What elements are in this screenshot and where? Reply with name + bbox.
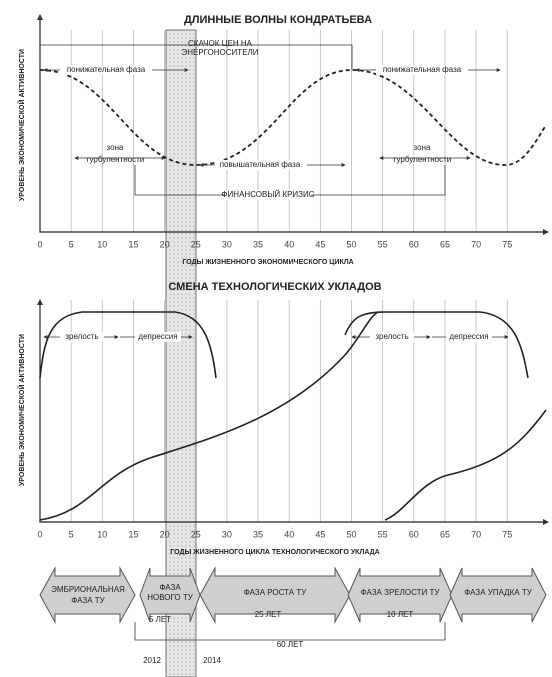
x-tick-label: 65 (440, 239, 450, 249)
y-axis-label: УРОВЕНЬ ЭКОНОМИЧЕСКОЙ АКТИВНОСТИ (17, 49, 26, 201)
x-tick-label: 70 (471, 529, 481, 539)
label: ФАЗА (159, 583, 181, 592)
y-axis-label: УРОВЕНЬ ЭКОНОМИЧЕСКОЙ АКТИВНОСТИ (17, 334, 26, 486)
label: понижательная фаза (383, 65, 462, 74)
label: турбулентности (86, 155, 145, 164)
x-tick-label: 25 (191, 239, 201, 249)
phase-arrow (39, 566, 136, 624)
x-tick-label: 25 (191, 529, 201, 539)
label: ФАЗА УПАДКА ТУ (464, 588, 533, 597)
x-tick-label: 75 (502, 529, 512, 539)
label: 5 ЛЕТ (149, 615, 171, 624)
x-tick-label: 15 (128, 529, 138, 539)
x-tick-label: 40 (284, 529, 294, 539)
x-tick-label: 15 (128, 239, 138, 249)
x-tick-label: 55 (378, 529, 388, 539)
x-tick-label: 5 (69, 529, 74, 539)
label: 10 ЛЕТ (387, 610, 414, 619)
x-tick-label: 10 (97, 529, 107, 539)
x-tick-label: 50 (346, 529, 356, 539)
label: понижательная фаза (67, 65, 146, 74)
label: 60 ЛЕТ (277, 640, 304, 649)
top-title: ДЛИННЫЕ ВОЛНЫ КОНДРАТЬЕВА (184, 14, 372, 26)
x-tick-label: 60 (409, 239, 419, 249)
kondratiev-wave (39, 69, 547, 166)
label: турбулентности (393, 155, 452, 164)
label: ФАЗА ЗРЕЛОСТИ ТУ (361, 588, 441, 597)
x-tick-label: 40 (284, 239, 294, 249)
x-tick-label: 30 (222, 529, 232, 539)
x-tick-label: 55 (378, 239, 388, 249)
bottom-title: СМЕНА ТЕХНОЛОГИЧЕСКИХ УКЛАДОВ (168, 281, 381, 293)
phase-arrow (449, 567, 547, 623)
x-tick-label: 35 (253, 239, 263, 249)
x-tick-label: 0 (37, 239, 42, 249)
label: 2012 (143, 656, 161, 665)
label: ЭНЕРГОНОСИТЕЛИ (181, 48, 258, 57)
x-tick-label: 60 (409, 529, 419, 539)
label: НОВОГО ТУ (147, 593, 194, 602)
label: повышательная фаза (220, 160, 301, 169)
x-tick-label: 30 (222, 239, 232, 249)
label: депрессия (138, 332, 177, 341)
label: зона (107, 143, 124, 152)
x-tick-label: 0 (37, 529, 42, 539)
label: депрессия (449, 332, 488, 341)
x-tick-label: 20 (160, 239, 170, 249)
label: зрелость (65, 332, 98, 341)
label: ФАЗА РОСТА ТУ (244, 588, 308, 597)
x-tick-label: 50 (346, 239, 356, 249)
x-tick-label: 65 (440, 529, 450, 539)
x-tick-label: 20 (160, 529, 170, 539)
x-tick-label: 35 (253, 529, 263, 539)
x-tick-label: 5 (69, 239, 74, 249)
x-tick-label: 75 (502, 239, 512, 249)
label: зрелость (375, 332, 408, 341)
label: зона (414, 143, 431, 152)
top-axes (37, 14, 549, 235)
x-tick-label: 10 (97, 239, 107, 249)
label: ФАЗА ТУ (71, 596, 105, 605)
label: ЭМБРИОНАЛЬНАЯ (51, 585, 125, 594)
label: 25 ЛЕТ (255, 610, 282, 619)
x-tick-label: 45 (315, 529, 325, 539)
label: СКАЧОК ЦЕН НА (188, 39, 253, 48)
label: 2014 (203, 656, 221, 665)
label: ФИНАНСОВЫЙ КРИЗИС (221, 190, 314, 199)
x-tick-label: 45 (315, 239, 325, 249)
x-tick-label: 70 (471, 239, 481, 249)
x-axis-label: ГОДЫ ЖИЗНЕННОГО ЦИКЛА ТЕХНОЛОГИЧЕСКОГО У… (170, 549, 379, 556)
x-axis-label: ГОДЫ ЖИЗНЕННОГО ЭКОНОМИЧЕСКОГО ЦИКЛА (182, 259, 353, 266)
